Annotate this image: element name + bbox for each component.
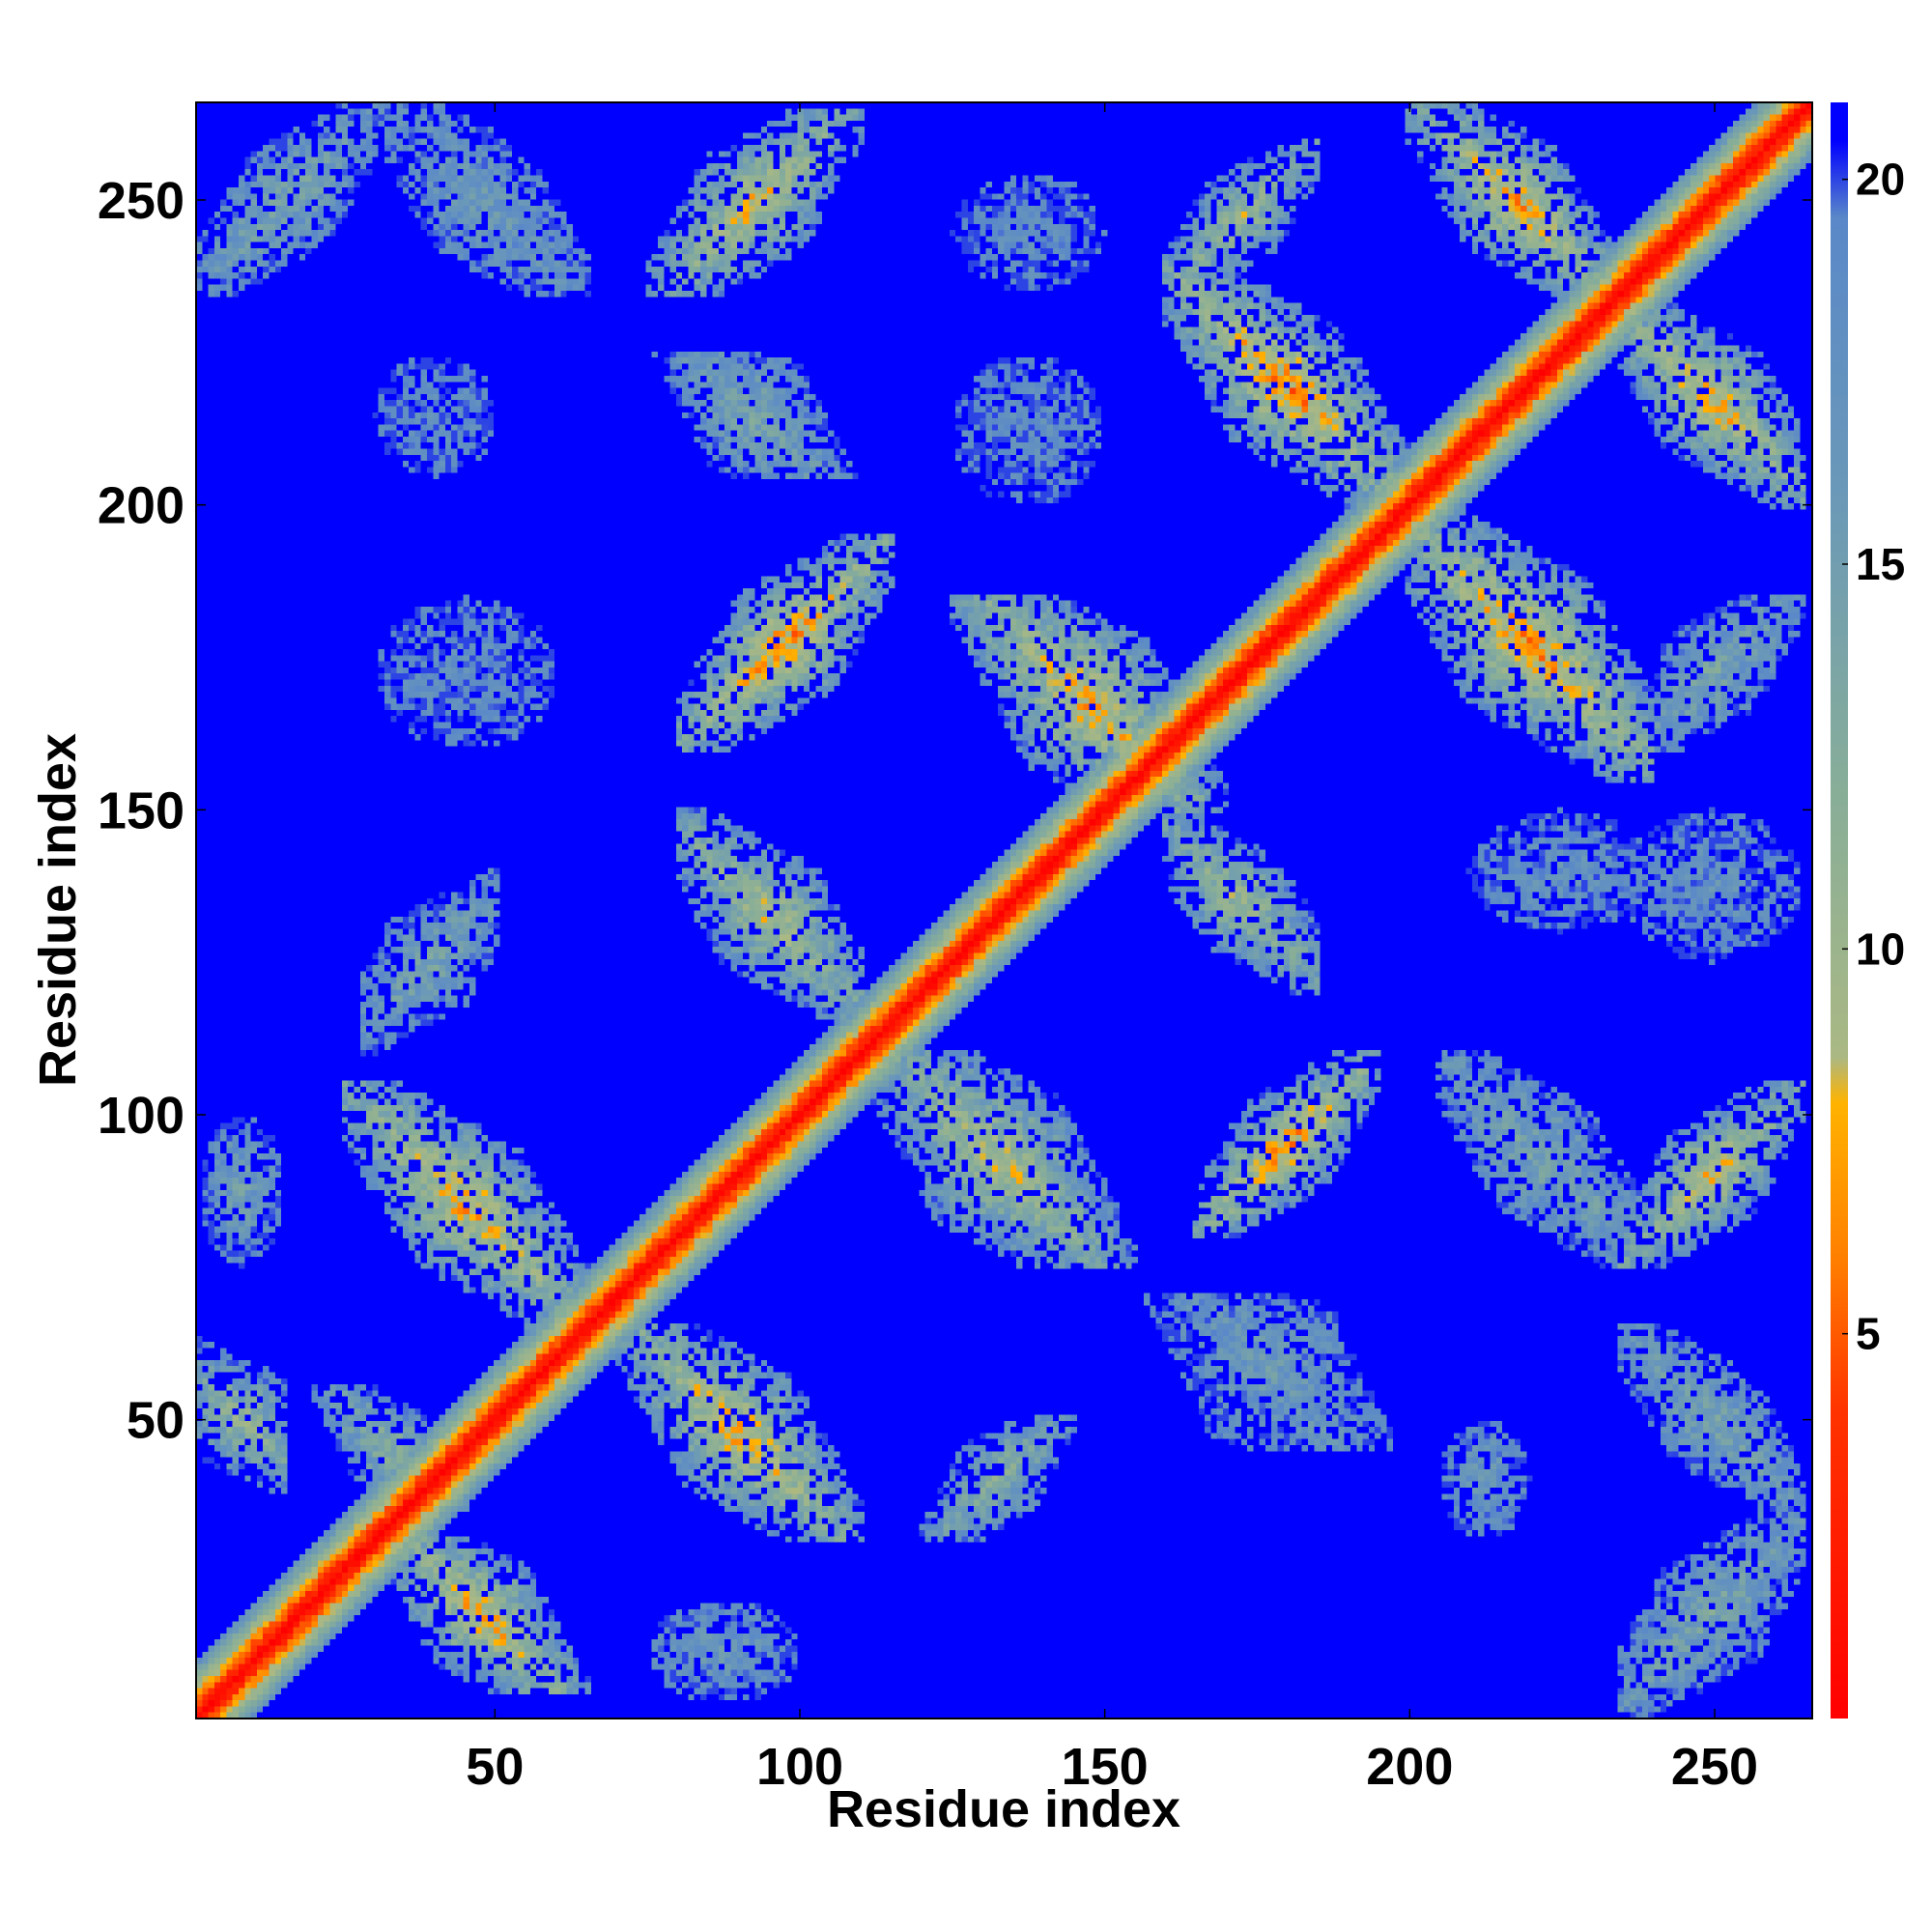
- y-axis-title: Residue index: [29, 733, 87, 1087]
- y-axis-ticks: 50 100 150 200 250: [98, 172, 1812, 1450]
- colorbar-tick-label: 10: [1856, 923, 1905, 974]
- colorbar-tick-label: 15: [1856, 539, 1905, 589]
- y-tick-label: 150: [98, 781, 185, 839]
- x-axis-ticks: 50 100 150 200 250: [466, 102, 1758, 1796]
- x-tick-label: 150: [1062, 1738, 1149, 1796]
- colorbar-ticks: 5 10 15 20: [1842, 155, 1905, 1359]
- x-tick-label: 100: [756, 1738, 843, 1796]
- x-tick-label: 200: [1366, 1738, 1453, 1796]
- colorbar: 5 10 15 20: [1831, 102, 1905, 1719]
- y-tick-label: 200: [98, 477, 185, 535]
- colorbar-gradient: [1831, 102, 1848, 1719]
- x-axis-title: Residue index: [827, 1780, 1180, 1838]
- plot-frame: [195, 101, 1813, 1719]
- y-tick-label: 250: [98, 172, 185, 230]
- contact-map-heatmap: [196, 102, 1812, 1719]
- colorbar-tick-label: 5: [1856, 1309, 1881, 1359]
- colorbar-tick-label: 20: [1856, 155, 1905, 205]
- y-tick-label: 50: [127, 1392, 185, 1450]
- x-tick-label: 250: [1671, 1738, 1758, 1796]
- x-tick-label: 50: [466, 1738, 524, 1796]
- heatmap-plot-area: 50 100 150 200 250 50 100 150 200 250: [98, 101, 1813, 1796]
- y-tick-label: 100: [98, 1087, 185, 1145]
